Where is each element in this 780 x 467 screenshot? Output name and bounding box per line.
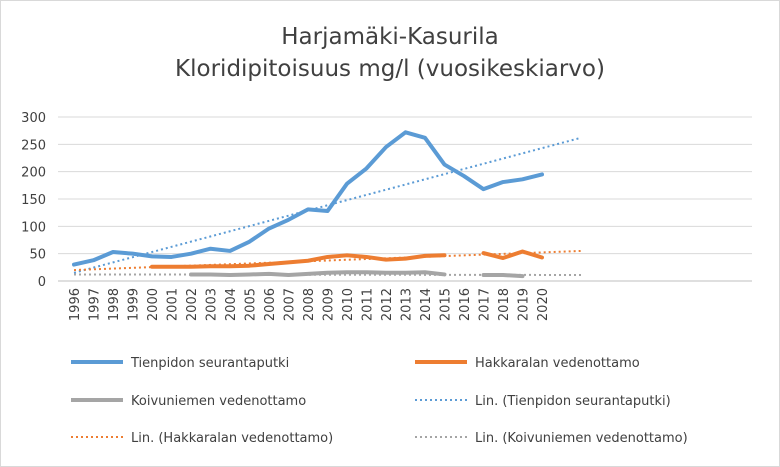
legend: Tienpidon seurantaputki Hakkaralan vedeno… <box>71 356 688 446</box>
y-tick-label: 300 <box>21 111 46 126</box>
x-tick-label: 2009 <box>322 288 337 321</box>
x-tick-label: 2004 <box>224 288 239 321</box>
series-lines <box>72 130 544 279</box>
chart-title: Harjamäki-Kasurila <box>281 24 499 50</box>
x-tick-label: 2002 <box>185 288 200 321</box>
x-tick-label: 2015 <box>439 288 454 321</box>
x-tick-label: 2018 <box>497 288 512 321</box>
x-tick-label: 2012 <box>380 288 395 321</box>
series-line <box>72 130 544 267</box>
y-tick-label: 200 <box>21 166 46 181</box>
x-tick-label: 2008 <box>302 288 317 321</box>
x-tick-label: 1997 <box>88 288 103 321</box>
x-tick-label: 2017 <box>478 288 493 321</box>
y-axis: 0 50 100 150 200 250 300 <box>21 111 46 290</box>
y-tick-label: 150 <box>21 193 46 208</box>
gridlines <box>58 116 752 282</box>
legend-label: Lin. (Tienpidon seurantaputki) <box>475 394 671 409</box>
x-tick-label: 1998 <box>107 288 122 321</box>
x-tick-label: 2011 <box>361 288 376 321</box>
x-tick-label: 2007 <box>283 288 298 321</box>
x-tick-label: 2013 <box>400 288 415 321</box>
chart-subtitle: Kloridipitoisuus mg/l (vuosikeskiarvo) <box>175 56 605 82</box>
legend-label: Koivuniemen vedenottamo <box>131 394 306 409</box>
legend-label: Hakkaralan vedenottamo <box>475 356 640 371</box>
x-tick-label: 2010 <box>341 288 356 321</box>
x-tick-label: 2006 <box>263 288 278 321</box>
y-tick-label: 100 <box>21 220 46 235</box>
x-axis: 1996 1997 1998 1999 2000 2001 2002 2003 2004 2005… <box>68 288 551 321</box>
x-tick-label: 2014 <box>419 288 434 321</box>
legend-label: Lin. (Koivuniemen vedenottamo) <box>475 431 688 446</box>
legend-label: Tienpidon seurantaputki <box>130 356 289 371</box>
x-tick-label: 2020 <box>536 288 551 321</box>
y-tick-label: 250 <box>21 138 46 153</box>
x-tick-label: 2019 <box>517 288 532 321</box>
y-tick-label: 0 <box>38 275 46 290</box>
series-line <box>481 249 544 261</box>
series-line <box>189 270 447 277</box>
series-line <box>150 253 447 269</box>
trendline <box>73 136 582 274</box>
x-tick-label: 1996 <box>68 288 83 321</box>
x-tick-label: 2000 <box>146 288 161 321</box>
legend-label: Lin. (Hakkaralan vedenottamo) <box>131 431 333 446</box>
x-tick-label: 2005 <box>244 288 259 321</box>
y-tick-label: 50 <box>29 248 46 263</box>
x-tick-label: 1999 <box>127 288 142 321</box>
x-tick-label: 2016 <box>458 288 473 321</box>
x-tick-label: 2003 <box>205 288 220 321</box>
series-line <box>481 272 525 279</box>
x-tick-label: 2001 <box>166 288 181 321</box>
